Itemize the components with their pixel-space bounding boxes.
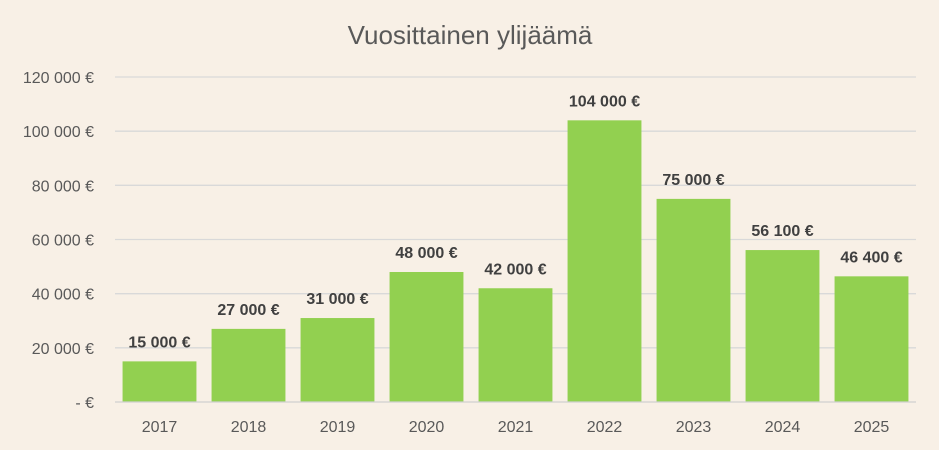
x-tick-label-2024: 2024 (765, 419, 801, 436)
bar-2017 (122, 361, 197, 402)
y-tick-label: 100 000 € (23, 124, 94, 141)
data-label-2024: 56 100 € (751, 223, 813, 240)
x-tick-label-2023: 2023 (676, 419, 712, 436)
y-tick-label: 40 000 € (32, 287, 94, 304)
x-tick-label-2020: 2020 (409, 419, 445, 436)
data-label-2023: 75 000 € (662, 172, 724, 189)
data-label-2022: 104 000 € (569, 93, 640, 110)
x-tick-label-2019: 2019 (320, 419, 356, 436)
y-axis-tick-labels: - € 20 000 € 40 000 € 60 000 € 80 000 € 100 0… (23, 70, 94, 412)
y-tick-label: 120 000 € (23, 70, 94, 87)
bar-2019 (300, 318, 375, 402)
bars (122, 120, 909, 402)
bar-2020 (389, 272, 464, 402)
data-label-2018: 27 000 € (217, 302, 279, 319)
bar-2024 (745, 250, 820, 402)
x-axis-tick-labels: 2017 2018 2019 2020 2021 2022 2023 2024 2025 (142, 419, 890, 436)
data-label-2020: 48 000 € (395, 245, 457, 262)
x-tick-label-2017: 2017 (142, 419, 178, 436)
chart-title: Vuosittainen ylijäämä (348, 20, 593, 50)
y-tick-label: 60 000 € (32, 233, 94, 250)
x-tick-label-2025: 2025 (854, 419, 890, 436)
data-label-2019: 31 000 € (306, 291, 368, 308)
bar-2025 (834, 276, 909, 402)
y-tick-label: 80 000 € (32, 178, 94, 195)
y-tick-label: 20 000 € (32, 341, 94, 358)
data-labels: 15 000 € 27 000 € 31 000 € 48 000 € 42 000 €… (128, 93, 902, 351)
bar-2021 (478, 288, 553, 402)
y-tick-label: - € (75, 395, 94, 412)
data-label-2025: 46 400 € (840, 249, 902, 266)
bar-2022 (567, 120, 642, 402)
bar-2018 (211, 328, 286, 402)
x-tick-label-2021: 2021 (498, 419, 534, 436)
bar-2023 (656, 198, 731, 402)
x-tick-label-2018: 2018 (231, 419, 267, 436)
data-label-2017: 15 000 € (128, 334, 190, 351)
x-tick-label-2022: 2022 (587, 419, 623, 436)
data-label-2021: 42 000 € (484, 261, 546, 278)
